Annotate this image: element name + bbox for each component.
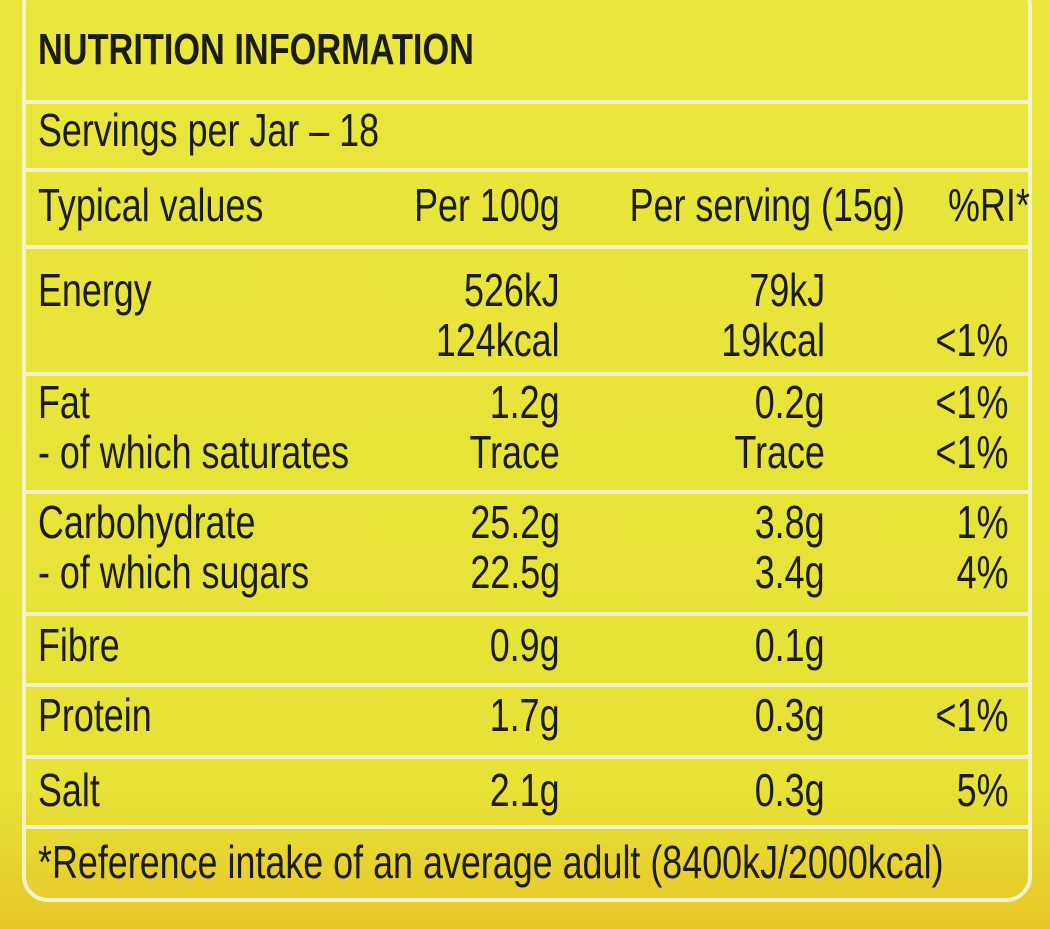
cell-value: 1% (956, 496, 1008, 548)
cell-value: <1% (935, 376, 1008, 428)
cell-value: 25.2g (470, 496, 560, 548)
rule-line (24, 612, 1030, 616)
row-label: Energy (38, 264, 152, 316)
cell-value: 3.4g (755, 546, 825, 598)
rule-line (24, 245, 1030, 249)
row-label: - of which sugars (38, 546, 310, 598)
cell-value: 0.9g (490, 619, 560, 671)
cell-value: <1% (935, 689, 1008, 741)
header-cell: %RI* (948, 179, 1030, 231)
rule-line (24, 825, 1030, 829)
row-label: Carbohydrate (38, 496, 256, 548)
cell-value: 3.8g (755, 496, 825, 548)
cell-value: 22.5g (470, 546, 560, 598)
title: NUTRITION INFORMATION (38, 25, 474, 74)
cell-value: 526kJ (464, 264, 560, 316)
cell-value: 2.1g (490, 764, 560, 816)
row-label: Fat (38, 376, 90, 428)
cell-value: <1% (935, 314, 1008, 366)
cell-value: 79kJ (749, 264, 825, 316)
cell-value: 0.3g (755, 689, 825, 741)
cell-value: 0.3g (755, 764, 825, 816)
cell-value: 5% (956, 764, 1008, 816)
rule-line (24, 755, 1030, 759)
rule-line (24, 372, 1030, 376)
footnote: *Reference intake of an average adult (8… (38, 836, 944, 888)
rule-line (24, 683, 1030, 687)
cell-value: 1.7g (490, 689, 560, 741)
rule-line (24, 490, 1030, 494)
cell-value: 124kcal (436, 314, 560, 366)
header-cell: Typical values (38, 179, 264, 231)
cell-value: 0.1g (755, 619, 825, 671)
cell-value: 19kcal (721, 314, 825, 366)
header-cell: Per serving (15g) (629, 179, 905, 231)
row-label: Salt (38, 764, 100, 816)
cell-value: 4% (956, 546, 1008, 598)
servings: Servings per Jar – 18 (38, 104, 380, 156)
cell-value: Trace (469, 426, 560, 478)
rule-line (24, 100, 1030, 104)
row-label: - of which saturates (38, 426, 350, 478)
cell-value: 0.2g (755, 376, 825, 428)
frame (22, 0, 1032, 902)
header-cell: Per 100g (414, 179, 560, 231)
cell-value: <1% (935, 426, 1008, 478)
row-label: Protein (38, 689, 152, 741)
cell-value: Trace (734, 426, 825, 478)
cell-value: 1.2g (490, 376, 560, 428)
row-label: Fibre (38, 619, 120, 671)
rule-line (24, 168, 1030, 172)
